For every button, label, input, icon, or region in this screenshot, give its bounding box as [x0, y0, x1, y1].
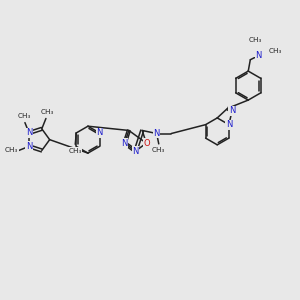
- Text: CH₃: CH₃: [69, 148, 82, 154]
- Text: CH₃: CH₃: [40, 109, 54, 115]
- Text: N: N: [255, 51, 262, 60]
- Text: N: N: [226, 120, 232, 129]
- Text: O: O: [143, 139, 150, 148]
- Text: N: N: [26, 128, 32, 137]
- Text: N: N: [96, 128, 103, 137]
- Text: N: N: [154, 129, 160, 138]
- Text: N: N: [26, 142, 32, 151]
- Text: CH₃: CH₃: [249, 37, 262, 43]
- Text: N: N: [229, 106, 235, 116]
- Text: N: N: [132, 146, 139, 155]
- Text: N: N: [122, 139, 128, 148]
- Text: CH₃: CH₃: [5, 148, 18, 154]
- Text: CH₃: CH₃: [152, 147, 165, 153]
- Text: CH₃: CH₃: [17, 113, 31, 119]
- Text: CH₃: CH₃: [268, 49, 282, 55]
